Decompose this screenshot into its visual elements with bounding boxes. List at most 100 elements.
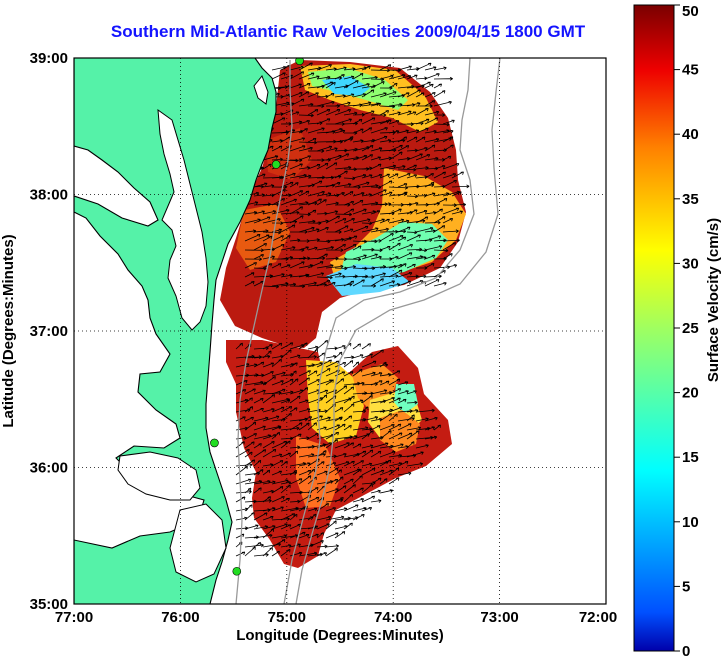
- velocity-arrow: [244, 421, 257, 431]
- velocity-arrow: [352, 487, 364, 494]
- velocity-arrow: [424, 263, 435, 269]
- velocity-arrow: [325, 147, 338, 152]
- velocity-arrow: [244, 546, 256, 557]
- velocity-arrow: [280, 412, 292, 422]
- velocity-arrow: [316, 100, 335, 107]
- velocity-arrow: [262, 448, 277, 458]
- velocity-arrow: [370, 113, 387, 117]
- velocity-arrow: [244, 406, 254, 413]
- velocity-arrow: [307, 348, 318, 359]
- velocity-arrow: [289, 98, 305, 107]
- velocity-arrow: [379, 180, 393, 188]
- velocity-arrow: [298, 342, 308, 350]
- velocity-arrow: [244, 441, 255, 449]
- velocity-arrow: [289, 469, 298, 476]
- velocity-arrow: [307, 422, 317, 431]
- velocity-arrow: [379, 218, 390, 224]
- velocity-arrow: [370, 227, 389, 233]
- velocity-arrow: [262, 515, 274, 521]
- velocity-arrow: [244, 451, 253, 458]
- velocity-arrow: [379, 280, 396, 287]
- velocity-arrow: [307, 379, 320, 386]
- velocity-arrow: [262, 528, 274, 539]
- velocity-arrow: [334, 74, 345, 80]
- velocity-arrow: [397, 423, 412, 431]
- velocity-arrow: [343, 386, 354, 395]
- velocity-arrow: [298, 370, 311, 377]
- velocity-arrow: [397, 129, 409, 134]
- velocity-arrow: [379, 478, 388, 485]
- velocity-arrow: [406, 74, 418, 80]
- velocity-arrow: [406, 136, 418, 143]
- velocity-arrow: [334, 129, 346, 134]
- velocity-arrow: [352, 118, 363, 125]
- velocity-arrow: [343, 201, 355, 206]
- velocity-arrow: [298, 113, 314, 118]
- velocity-arrow: [244, 512, 255, 521]
- velocity-arrow: [334, 362, 347, 368]
- colorbar-tick-label: 20: [682, 385, 699, 402]
- velocity-arrow: [307, 432, 319, 440]
- velocity-arrow: [289, 478, 303, 485]
- velocity-arrow: [325, 248, 344, 253]
- velocity-arrow: [406, 89, 421, 98]
- velocity-arrow: [325, 360, 340, 368]
- velocity-arrow: [307, 496, 320, 503]
- velocity-arrow: [379, 245, 391, 251]
- velocity-arrow: [343, 478, 354, 485]
- velocity-arrow: [361, 467, 376, 476]
- velocity-arrow: [271, 145, 283, 152]
- velocity-arrow: [325, 547, 338, 557]
- velocity-arrow: [271, 539, 286, 548]
- velocity-arrow: [397, 145, 410, 152]
- velocity-arrow: [352, 83, 370, 89]
- velocity-arrow: [388, 218, 405, 224]
- velocity-arrow: [298, 534, 310, 539]
- velocity-arrow: [442, 242, 456, 251]
- velocity-arrow: [334, 170, 348, 179]
- velocity-arrow: [370, 127, 388, 134]
- velocity-arrow: [370, 389, 388, 395]
- velocity-arrow: [271, 198, 285, 206]
- velocity-arrow: [316, 470, 328, 476]
- x-tick-label: 73:00: [480, 609, 518, 626]
- velocity-arrow: [379, 380, 390, 386]
- velocity-arrow: [379, 361, 387, 368]
- velocity-arrow: [406, 230, 418, 235]
- velocity-arrow: [388, 413, 398, 422]
- velocity-arrow: [271, 523, 288, 530]
- velocity-arrow: [370, 349, 384, 359]
- velocity-arrow: [433, 248, 449, 253]
- velocity-arrow: [280, 544, 292, 548]
- velocity-arrow: [343, 80, 359, 89]
- velocity-arrow: [406, 111, 417, 116]
- velocity-arrow: [352, 498, 365, 503]
- velocity-arrow: [361, 144, 374, 152]
- velocity-arrow: [442, 253, 453, 260]
- station-marker: [232, 566, 242, 576]
- velocity-arrow: [370, 477, 382, 485]
- velocity-arrow: [433, 66, 447, 71]
- velocity-arrow: [433, 113, 446, 117]
- velocity-arrow: [334, 416, 343, 422]
- velocity-arrow: [289, 182, 299, 188]
- velocity-arrow: [442, 136, 454, 143]
- velocity-arrow: [289, 71, 305, 80]
- velocity-arrow: [316, 368, 331, 377]
- velocity-arrow: [442, 229, 459, 234]
- velocity-arrow: [280, 481, 292, 485]
- velocity-arrow: [298, 62, 313, 71]
- velocity-arrow: [334, 218, 347, 224]
- velocity-arrow: [343, 257, 362, 262]
- map-title: Southern Mid-Atlantic Raw Velocities 200…: [110, 22, 586, 41]
- velocity-arrow: [316, 118, 331, 125]
- velocity-arrow: [406, 164, 417, 170]
- velocity-arrow: [289, 137, 306, 143]
- radar-stations: [210, 58, 304, 576]
- velocity-arrow: [370, 363, 389, 368]
- velocity-arrow: [442, 129, 454, 134]
- velocity-arrow: [316, 108, 331, 116]
- velocity-arrow: [235, 342, 243, 350]
- x-tick-labels: 77:00 76:00 75:00 74:00 73:00 72:00: [55, 609, 617, 626]
- velocity-arrow: [406, 414, 415, 422]
